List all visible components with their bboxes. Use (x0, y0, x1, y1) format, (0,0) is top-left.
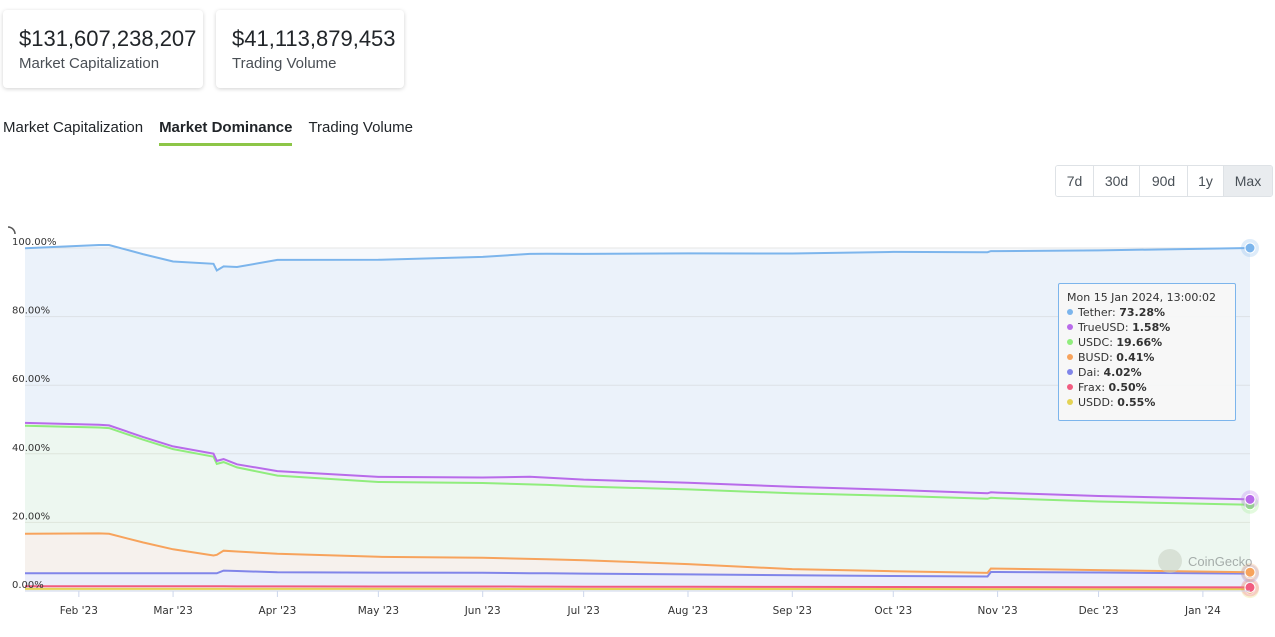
range-7d-button[interactable]: 7d (1056, 166, 1094, 196)
range-max-button[interactable]: Max (1224, 166, 1272, 196)
tooltip-series-value: 0.50% (1108, 381, 1147, 394)
x-tick-label: Jun '23 (464, 605, 501, 617)
tooltip-row: USDC: 19.66% (1067, 336, 1162, 349)
x-tick-label: Feb '23 (60, 605, 98, 617)
x-tick-label: May '23 (358, 605, 399, 617)
marker-frax (1244, 581, 1256, 593)
marker-busd (1244, 566, 1256, 578)
tooltip-series-value: 0.55% (1117, 396, 1156, 409)
line-dai (25, 569, 1251, 578)
series-dot-icon (1067, 399, 1073, 405)
market-cap-label: Market Capitalization (19, 55, 160, 72)
coingecko-watermark-text: CoinGecko (1188, 553, 1253, 569)
tooltip-row: USDD: 0.55% (1067, 396, 1155, 409)
tooltip-series-name: USDC (1078, 336, 1110, 349)
tooltip-series-name: USDD (1078, 396, 1110, 409)
tab-trading-volume[interactable]: Trading Volume (308, 119, 413, 136)
tooltip-row: Tether: 73.28% (1067, 306, 1165, 319)
x-tick-label: Dec '23 (1079, 605, 1119, 617)
area-busd (25, 533, 1250, 577)
marker-trueusd (1244, 493, 1256, 505)
market-cap-card: $131,607,238,207 Market Capitalization (3, 10, 203, 88)
dominance-chart[interactable]: 0.00% 20.00% 40.00% 60.00% 80.00% 100.00% Feb… (0, 215, 1275, 637)
range-30d-button[interactable]: 30d (1094, 166, 1140, 196)
tooltip-row: Dai: 4.02% (1067, 366, 1142, 379)
series-dot-icon (1067, 309, 1073, 315)
tooltip-row: BUSD: 0.41% (1067, 351, 1154, 364)
trading-volume-card: $41,113,879,453 Trading Volume (216, 10, 404, 88)
line-trueusd (24, 421, 1251, 501)
plot-background (25, 248, 1250, 591)
y-tick-label: 80.00% (12, 306, 50, 317)
area-dai (25, 570, 1250, 588)
tooltip-series-name: BUSD (1078, 351, 1110, 364)
tab-market-dominance[interactable]: Market Dominance (159, 119, 293, 146)
time-range-selector: 7d 30d 90d 1y Max (1055, 165, 1273, 197)
series-dot-icon (1067, 339, 1073, 345)
trading-volume-label: Trading Volume (232, 55, 337, 72)
tooltip-series-value: 73.28% (1119, 306, 1166, 319)
tooltip-series-value: 1.58% (1132, 321, 1171, 334)
y-tick-label: 40.00% (12, 443, 50, 454)
area-usdc (25, 425, 1250, 573)
line-tether (24, 244, 1251, 272)
series-dot-icon (1067, 354, 1073, 360)
x-tick-label: Sep '23 (773, 605, 812, 617)
tooltip-series-name: Dai (1078, 366, 1097, 379)
line-usdc (24, 424, 1251, 506)
trading-volume-value: $41,113,879,453 (232, 26, 396, 51)
tooltip-series-name: Tether (1078, 306, 1112, 319)
coingecko-watermark: CoinGecko (1158, 549, 1252, 573)
y-tick-label: 0.00% (12, 580, 44, 591)
y-tick-label: 20.00% (12, 511, 50, 522)
line-busd (24, 532, 1251, 574)
chart-tabs: Market Capitalization Market Dominance T… (3, 119, 429, 146)
market-cap-value: $131,607,238,207 (19, 26, 197, 51)
x-tick-label: Jan '24 (1184, 605, 1221, 617)
y-tick-label: 60.00% (12, 374, 50, 385)
tooltip-series-value: 19.66% (1116, 336, 1163, 349)
x-tick-label: Aug '23 (668, 605, 708, 617)
tab-market-capitalization[interactable]: Market Capitalization (3, 119, 144, 136)
tooltip-series-value: 4.02% (1103, 366, 1142, 379)
x-tick-label: Mar '23 (153, 605, 192, 617)
chart-tooltip: Mon 15 Jan 2024, 13:00:02 Tether: 73.28%… (1058, 283, 1236, 421)
series-dot-icon (1067, 369, 1073, 375)
area-tether (25, 245, 1250, 500)
range-1y-button[interactable]: 1y (1188, 166, 1224, 196)
coingecko-logo-icon (1158, 549, 1182, 573)
tooltip-row: Frax: 0.50% (1067, 381, 1147, 394)
x-tick-label: Jul '23 (567, 605, 600, 617)
tooltip-date: Mon 15 Jan 2024, 13:00:02 (1067, 291, 1217, 304)
x-tick-label: Oct '23 (874, 605, 912, 617)
y-tick-label: 100.00% (12, 237, 57, 248)
tooltip-series-value: 0.41% (1116, 351, 1155, 364)
x-tick-label: Nov '23 (978, 605, 1018, 617)
x-tick-label: Apr '23 (259, 605, 297, 617)
range-90d-button[interactable]: 90d (1140, 166, 1188, 196)
tooltip-series-name: TrueUSD (1078, 321, 1125, 334)
tooltip-row: TrueUSD: 1.58% (1067, 321, 1170, 334)
tooltip-series-name: Frax (1078, 381, 1102, 394)
series-dot-icon (1067, 324, 1073, 330)
loading-spinner-icon (7, 226, 16, 235)
series-dot-icon (1067, 384, 1073, 390)
line-frax (24, 585, 1251, 589)
marker-tether (1244, 242, 1256, 254)
